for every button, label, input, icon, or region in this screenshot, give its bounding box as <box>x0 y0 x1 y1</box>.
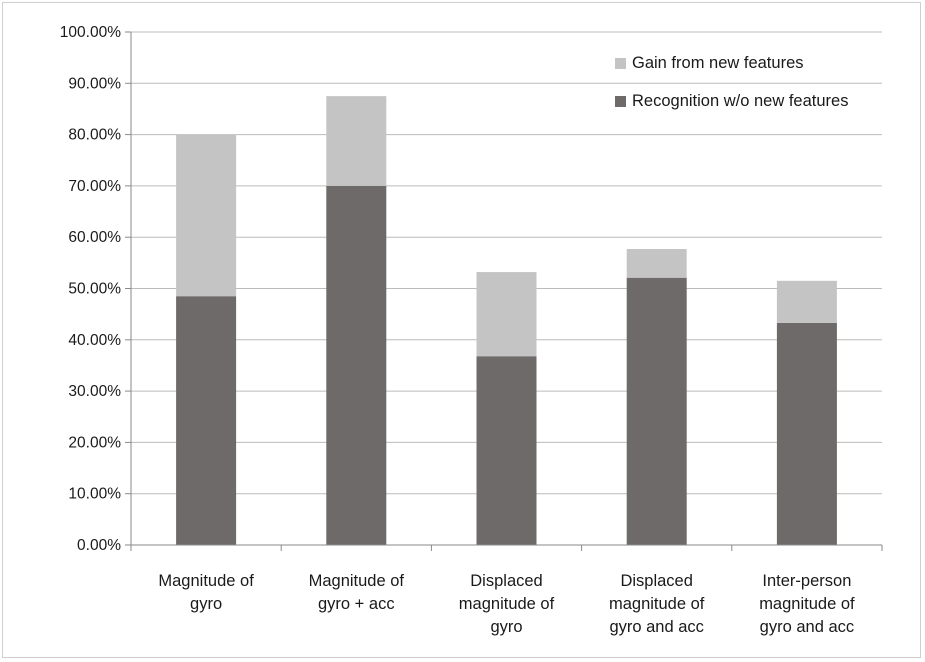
x-category-label: Displaced <box>620 572 692 590</box>
y-tick-label: 40.00% <box>68 332 121 349</box>
x-category-label: Inter-person <box>762 572 851 590</box>
legend-label: Gain from new features <box>632 54 804 72</box>
bar-gain <box>476 272 537 357</box>
y-tick-label: 90.00% <box>68 75 121 92</box>
bars <box>176 96 837 545</box>
bar-gain <box>326 96 387 186</box>
y-tick-label: 70.00% <box>68 178 121 195</box>
y-tick-label: 60.00% <box>68 229 121 246</box>
stacked-bar-chart: 0.00% 10.00% 20.00% 30.00% 40.00% 50.00% 60.00… <box>60 24 883 636</box>
y-tick-labels: 0.00% 10.00% 20.00% 30.00% 40.00% 50.00% 60.00… <box>60 24 121 554</box>
legend-swatch <box>615 96 626 107</box>
x-category-label: Displaced <box>470 572 542 590</box>
bar-recognition <box>326 185 387 545</box>
y-tick-label: 10.00% <box>68 486 121 503</box>
bar-gain <box>626 248 687 278</box>
x-category-label: gyro and acc <box>609 618 703 636</box>
y-tick-label: 30.00% <box>68 383 121 400</box>
bar-gain <box>776 280 837 323</box>
bar-recognition <box>176 296 237 545</box>
x-category-label: gyro <box>190 595 222 613</box>
legend-swatch <box>615 58 626 69</box>
legend-label: Recognition w/o new features <box>632 92 848 110</box>
x-category-label: gyro + acc <box>318 595 395 613</box>
axes <box>125 31 883 551</box>
x-category-labels: Magnitude of gyro Magnitude of gyro + acc Di… <box>158 572 855 636</box>
x-category-label: magnitude of <box>609 595 705 613</box>
x-category-label: gyro and acc <box>760 618 854 636</box>
x-category-label: gyro <box>490 618 522 636</box>
bar-recognition <box>626 277 687 545</box>
y-tick-label: 50.00% <box>68 281 121 298</box>
y-tick-label: 20.00% <box>68 434 121 451</box>
bar-recognition <box>476 356 537 545</box>
bar-gain <box>176 134 237 297</box>
legend: Gain from new features Recognition w/o ne… <box>615 54 848 110</box>
x-category-label: Magnitude of <box>309 572 405 590</box>
x-category-label: magnitude of <box>759 595 855 613</box>
x-category-label: magnitude of <box>459 595 555 613</box>
y-tick-label: 80.00% <box>68 127 121 144</box>
y-tick-label: 0.00% <box>77 537 121 554</box>
bar-recognition <box>776 322 837 545</box>
y-tick-label: 100.00% <box>60 24 121 41</box>
x-category-label: Magnitude of <box>158 572 254 590</box>
